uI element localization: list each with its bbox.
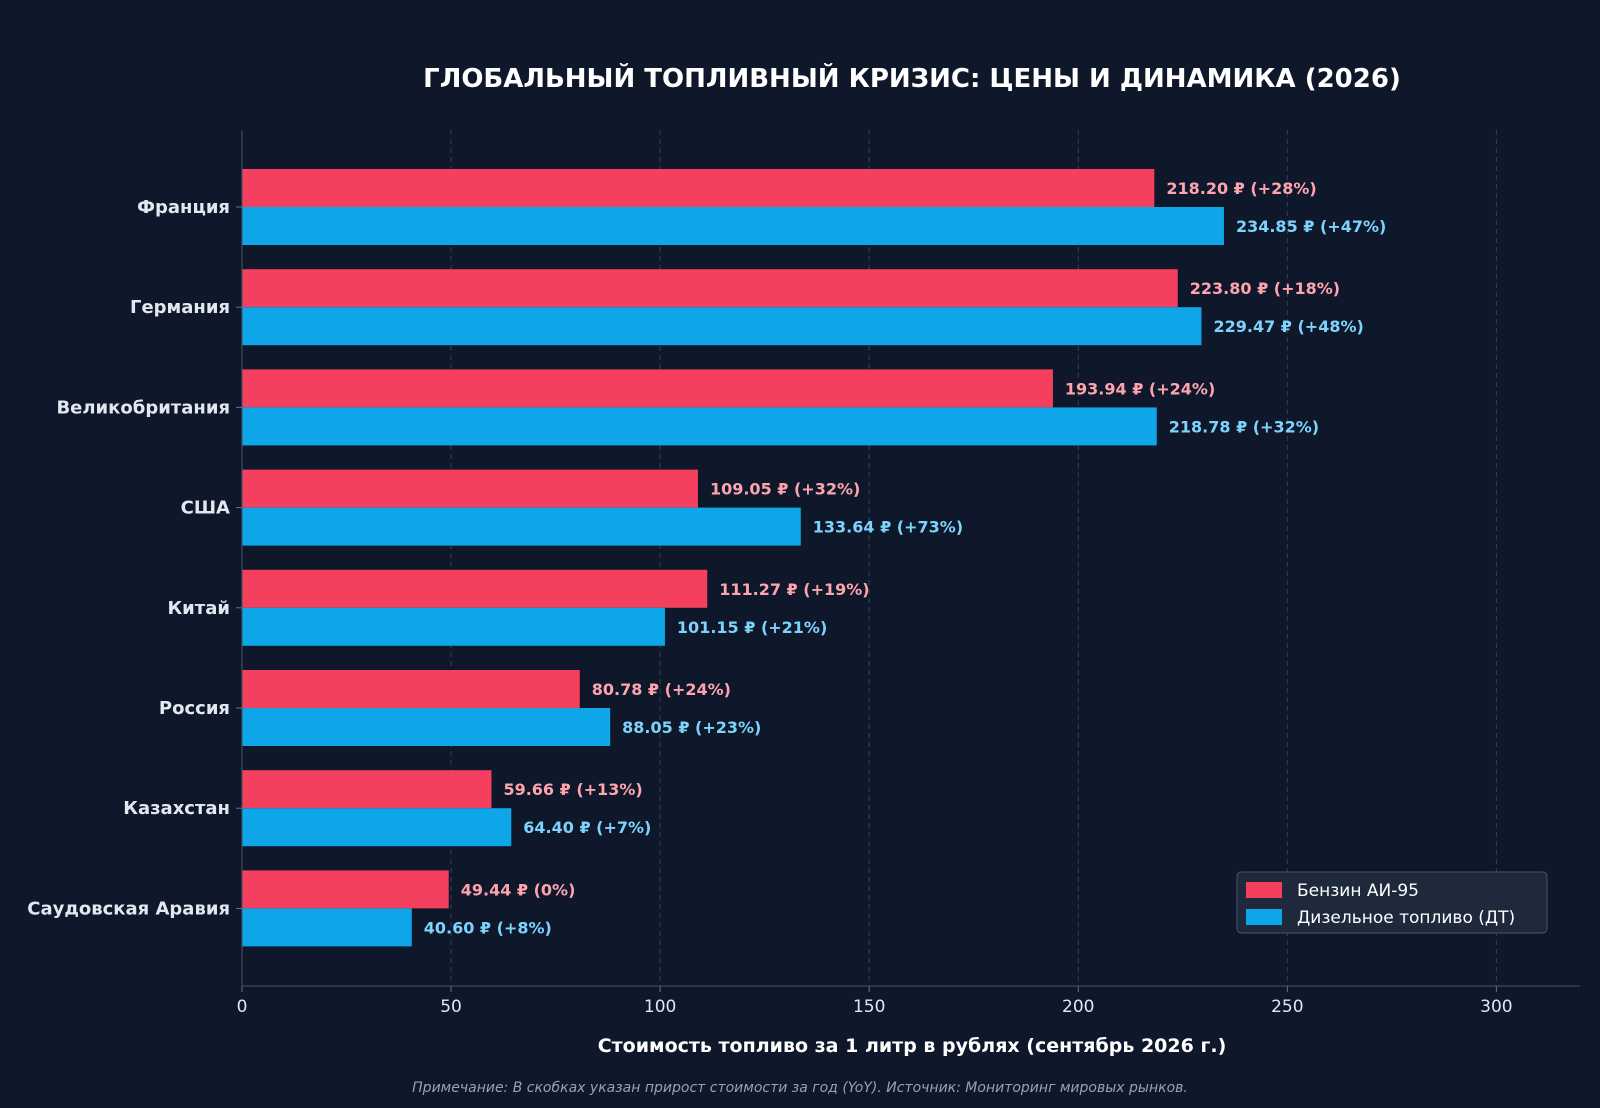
legend-box: [1236, 871, 1548, 934]
data-label-diesel: 64.40 ₽ (+7%): [523, 818, 651, 837]
category-label: Казахстан: [123, 798, 230, 819]
bar-diesel: [242, 407, 1157, 446]
data-label-diesel: 88.05 ₽ (+23%): [622, 718, 761, 737]
bar-gasoline: [242, 169, 1155, 207]
data-label-diesel: 101.15 ₽ (+21%): [677, 618, 827, 637]
category-label: Франция: [137, 197, 230, 218]
x-tick-label: 50: [440, 997, 462, 1017]
data-label-diesel: 40.60 ₽ (+8%): [424, 918, 552, 937]
bar-diesel: [242, 307, 1202, 346]
bar-diesel: [242, 808, 512, 847]
legend: Бензин АИ-95 Дизельное топливо (ДТ): [1236, 871, 1548, 934]
category-label: Саудовская Аравия: [27, 898, 230, 919]
x-tick-label: 250: [1271, 997, 1303, 1017]
bar-diesel: [242, 507, 801, 546]
bar-gasoline: [242, 569, 708, 608]
x-tick-label: 300: [1480, 997, 1512, 1017]
bar-gasoline: [242, 369, 1053, 408]
data-label-diesel: 234.85 ₽ (+47%): [1236, 217, 1386, 236]
bar-diesel: [242, 908, 412, 947]
data-label-gasoline: 193.94 ₽ (+24%): [1065, 379, 1215, 398]
data-label-gasoline: 80.78 ₽ (+24%): [592, 680, 731, 699]
data-label-diesel: 133.64 ₽ (+73%): [813, 518, 963, 537]
data-label-gasoline: 111.27 ₽ (+19%): [719, 580, 869, 599]
legend-label: Бензин АИ-95: [1297, 881, 1419, 901]
category-label: Россия: [159, 698, 230, 719]
bar-gasoline: [242, 269, 1178, 308]
axes: 0 50 100 150 200 250 300 Франция Германия Великоб…: [27, 130, 1580, 1017]
category-label: Германия: [130, 297, 230, 318]
legend-swatch: [1246, 882, 1282, 898]
bar-gasoline: [242, 870, 449, 909]
bar-diesel: [242, 607, 665, 646]
legend-swatch: [1246, 909, 1282, 925]
data-label-diesel: 218.78 ₽ (+32%): [1169, 417, 1319, 436]
chart-title: ГЛОБАЛЬНЫЙ ТОПЛИВНЫЙ КРИЗИС: ЦЕНЫ И ДИНА…: [423, 62, 1401, 94]
data-label-gasoline: 109.05 ₽ (+32%): [710, 480, 860, 499]
value-labels: 218.20 ₽ (+28%) 234.85 ₽ (+47%) 223.80 ₽ (…: [424, 179, 1387, 937]
legend-label: Дизельное топливо (ДТ): [1297, 908, 1515, 928]
category-label: США: [181, 498, 230, 519]
bar-gasoline: [242, 469, 698, 508]
x-tick-label: 150: [853, 997, 885, 1017]
data-label-gasoline: 223.80 ₽ (+18%): [1190, 279, 1340, 298]
x-axis-label: Стоимость топливо за 1 литр в рублях (се…: [598, 1035, 1227, 1057]
x-tick-label: 0: [237, 997, 248, 1017]
category-label: Великобритания: [56, 397, 230, 418]
bar-diesel: [242, 708, 611, 746]
data-label-diesel: 229.47 ₽ (+48%): [1213, 317, 1363, 336]
x-tick-label: 100: [644, 997, 676, 1017]
data-label-gasoline: 49.44 ₽ (0%): [461, 880, 576, 899]
footnote: Примечание: В скобках указан прирост сто…: [412, 1080, 1188, 1096]
data-label-gasoline: 59.66 ₽ (+13%): [503, 780, 642, 799]
x-tick-label: 200: [1062, 997, 1094, 1017]
bar-gasoline: [242, 770, 492, 809]
data-label-gasoline: 218.20 ₽ (+28%): [1166, 179, 1316, 198]
bar-gasoline: [242, 670, 580, 708]
bar-diesel: [242, 207, 1224, 245]
category-label: Китай: [167, 598, 230, 619]
bars: [242, 169, 1224, 947]
